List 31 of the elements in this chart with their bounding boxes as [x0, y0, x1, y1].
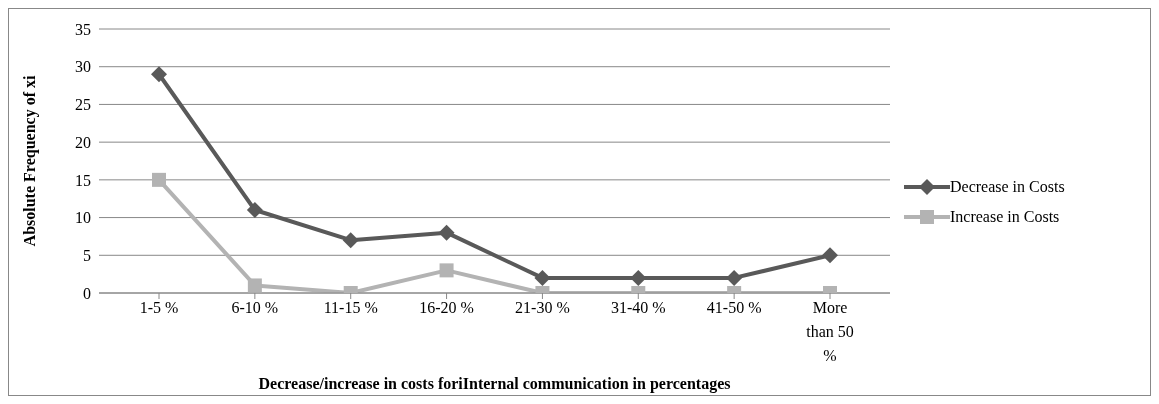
point [822, 247, 838, 264]
point [726, 269, 743, 286]
x-tick-label: 31-40 % [610, 299, 666, 316]
y-tick-label: 30 [75, 58, 91, 76]
x-tick-label: 41-50 % [706, 299, 762, 316]
y-axis-title: Absolute Frequency of xi [20, 75, 39, 247]
y-tick-label: 0 [83, 284, 91, 302]
legend-label: Decrease in Costs [950, 178, 1065, 196]
y-tick-label: 5 [83, 246, 91, 264]
legend-label: Increase in Costs [950, 208, 1060, 226]
y-tick-label: 35 [75, 20, 91, 38]
y-tick-label: 15 [75, 171, 91, 189]
y-tick-label: 20 [75, 133, 91, 151]
point [152, 172, 166, 187]
point [342, 232, 359, 249]
point [630, 269, 647, 286]
x-tick-label: 6-10 % [231, 299, 279, 316]
x-tick-label: More than 50 % [806, 299, 854, 364]
y-tick-label: 25 [75, 96, 91, 114]
x-tick-label: 11-15 % [323, 299, 378, 316]
x-tick-label: 16-20 % [419, 299, 474, 316]
x-axis-title: Decrease/increase in costs foriInternal communication in percentages [258, 375, 731, 393]
point [534, 269, 551, 286]
point [246, 202, 263, 219]
point [247, 278, 262, 293]
point [438, 224, 455, 241]
x-tick-label: 1-5 % [139, 299, 179, 316]
x-tick-label: 21-30 % [515, 299, 570, 316]
y-tick-label: 10 [75, 209, 91, 227]
point [151, 66, 167, 83]
point [439, 263, 454, 278]
